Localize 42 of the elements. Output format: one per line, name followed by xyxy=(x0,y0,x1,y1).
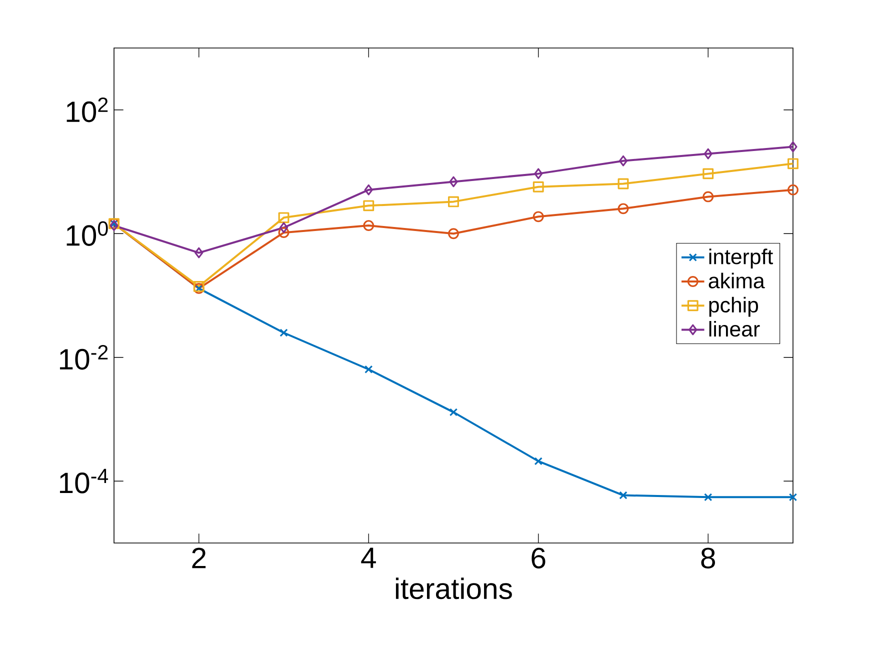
point xyxy=(449,176,458,188)
point xyxy=(704,148,712,160)
legend-label: interpft xyxy=(709,248,773,269)
point xyxy=(704,493,712,502)
point xyxy=(534,168,543,180)
point xyxy=(278,212,290,224)
point xyxy=(618,203,629,214)
point xyxy=(534,457,542,466)
point xyxy=(788,141,798,152)
y-tick-label: 10$^{-4}$ xyxy=(60,468,108,494)
point xyxy=(363,200,374,212)
point xyxy=(532,181,544,192)
point xyxy=(788,158,798,170)
y-tick-label: 10$^{2}$ xyxy=(66,98,108,122)
point xyxy=(702,168,714,180)
x-axis-title: iterations xyxy=(396,578,512,600)
point xyxy=(788,184,798,196)
x-tick-label: 8 xyxy=(701,548,715,568)
point xyxy=(788,493,798,502)
y-tick-label: 10$^{-2}$ xyxy=(60,345,108,370)
point xyxy=(619,491,628,500)
legend-label: pchip xyxy=(709,296,758,317)
point xyxy=(618,155,628,166)
y-tick-label: 10$^{0}$ xyxy=(66,221,108,246)
point xyxy=(278,227,290,238)
x-tick-label: 2 xyxy=(192,548,206,568)
point xyxy=(448,228,459,240)
point xyxy=(364,184,373,196)
legend-label: akima xyxy=(708,272,765,288)
point xyxy=(280,328,288,337)
point xyxy=(702,191,714,202)
point xyxy=(279,222,288,234)
point xyxy=(449,408,458,416)
x-tick-label: 6 xyxy=(532,548,546,568)
point xyxy=(363,220,374,232)
point xyxy=(364,365,373,374)
point xyxy=(532,211,544,222)
x-tick-label: 4 xyxy=(361,548,376,568)
point xyxy=(618,178,629,190)
point xyxy=(448,196,459,208)
legend-label: linear xyxy=(709,321,760,337)
point xyxy=(194,247,204,258)
